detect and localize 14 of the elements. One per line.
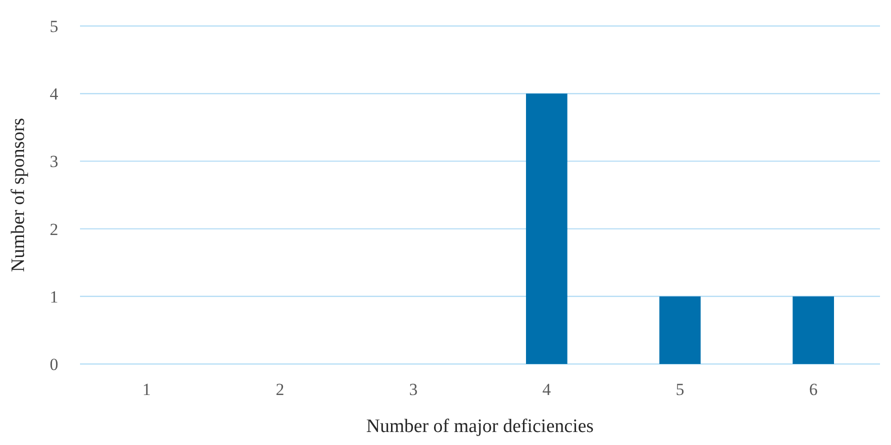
x-tick-label: 4 xyxy=(542,380,552,399)
y-tick-label: 0 xyxy=(50,354,58,374)
y-tick-label: 2 xyxy=(50,220,58,239)
x-tick-label: 2 xyxy=(276,380,284,399)
y-tick-label: 4 xyxy=(50,84,59,104)
x-tick-label: 5 xyxy=(676,380,684,399)
x-tick-label: 3 xyxy=(409,380,418,399)
y-tick-label: 3 xyxy=(50,152,58,172)
y-tick-label: 5 xyxy=(50,16,58,36)
y-tick-label: 1 xyxy=(50,287,58,306)
x-tick-label: 1 xyxy=(142,380,151,399)
x-axis-title: Number of major deficiencies xyxy=(366,416,594,437)
x-tick-label: 6 xyxy=(809,380,818,399)
y-axis-title: Number of sponsors xyxy=(8,118,29,272)
